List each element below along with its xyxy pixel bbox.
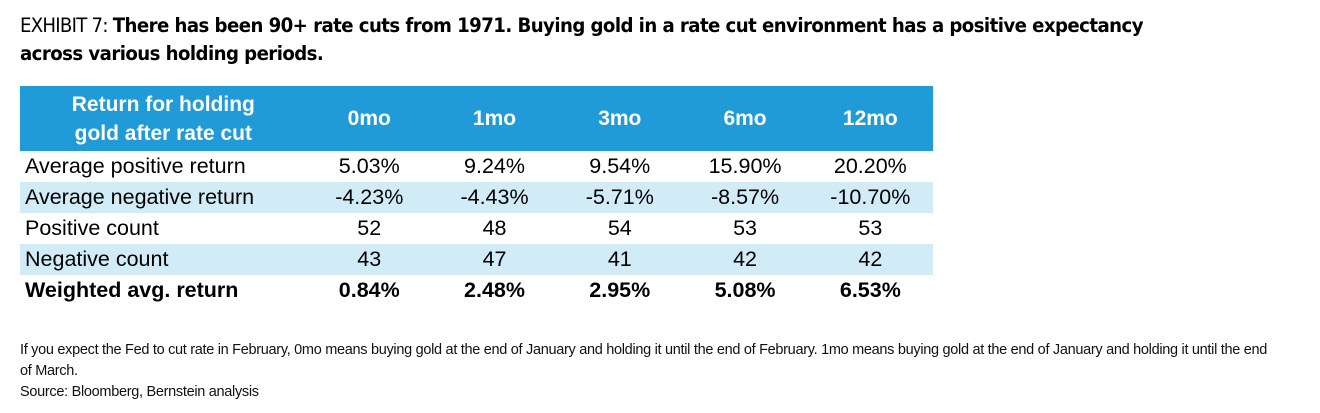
table-cell: 43 [306, 244, 432, 275]
table-header-row: Return for holding gold after rate cut 0… [20, 86, 933, 151]
table-cell: -4.43% [431, 182, 558, 213]
footnotes: If you expect the Fed to cut rate in Feb… [20, 340, 1280, 403]
table-row-average-positive-return: Average positive return 5.03% 9.24% 9.54… [20, 151, 933, 182]
table-cell: 53 [733, 216, 758, 240]
table-cell: -8.57% [682, 182, 808, 213]
row-label: Average positive return [25, 154, 246, 178]
table-cell: 47 [431, 244, 558, 275]
column-header-12mo: 12mo [807, 86, 933, 151]
table-row-weighted-avg-return: Weighted avg. return 0.84% 2.48% 2.95% 5… [20, 275, 933, 306]
corner-header-line1: Return for holding [71, 92, 255, 116]
table-cell: 9.24% [464, 154, 525, 178]
table-cell: -10.70% [807, 182, 933, 213]
explanation-note: If you expect the Fed to cut rate in Feb… [20, 342, 1268, 379]
table-cell: 42 [807, 244, 933, 275]
corner-header: Return for holding gold after rate cut [20, 86, 307, 151]
table-cell: 5.08% [714, 278, 776, 302]
exhibit-title: EXHIBIT 7: There has been 90+ rate cuts … [20, 12, 1192, 68]
table-cell: 20.20% [833, 154, 907, 178]
table-cell: 48 [482, 216, 507, 240]
table-cell: 2.95% [589, 278, 651, 302]
table-cell: 41 [557, 244, 683, 275]
exhibit-headline: There has been 90+ rate cuts from 1971. … [20, 14, 1144, 65]
column-header-0mo: 0mo [306, 86, 432, 151]
table-cell: 2.48% [464, 278, 525, 302]
table-row-average-negative-return: Average negative return -4.23% -4.43% -5… [20, 182, 933, 213]
table-cell: 52 [357, 216, 382, 240]
table-cell: 54 [607, 216, 632, 240]
row-label: Positive count [25, 216, 159, 240]
rate-cut-gold-return-table: Return for holding gold after rate cut 0… [20, 86, 933, 306]
table-cell: 53 [858, 216, 883, 240]
row-label: Negative count [20, 244, 307, 275]
table-cell: -5.71% [557, 182, 683, 213]
table-cell: 5.03% [338, 154, 400, 178]
column-header-3mo: 3mo [557, 86, 683, 151]
table-cell: 15.90% [708, 154, 782, 178]
table-row-negative-count: Negative count 43 47 41 42 42 [20, 244, 933, 275]
column-header-1mo: 1mo [431, 86, 558, 151]
table-cell: -4.23% [306, 182, 432, 213]
table-row-positive-count: Positive count 52 48 54 53 53 [20, 213, 933, 244]
source-note: Source: Bloomberg, Bernstein analysis [20, 384, 259, 400]
corner-header-line2: gold after rate cut [74, 121, 252, 145]
table-cell: 0.84% [338, 278, 400, 302]
table-cell: 42 [682, 244, 808, 275]
table-cell: 9.54% [589, 154, 651, 178]
exhibit-label: EXHIBIT 7: [20, 14, 113, 37]
table-cell: 6.53% [839, 278, 901, 302]
row-label: Weighted avg. return [25, 278, 239, 302]
column-header-6mo: 6mo [682, 86, 808, 151]
row-label: Average negative return [20, 182, 307, 213]
